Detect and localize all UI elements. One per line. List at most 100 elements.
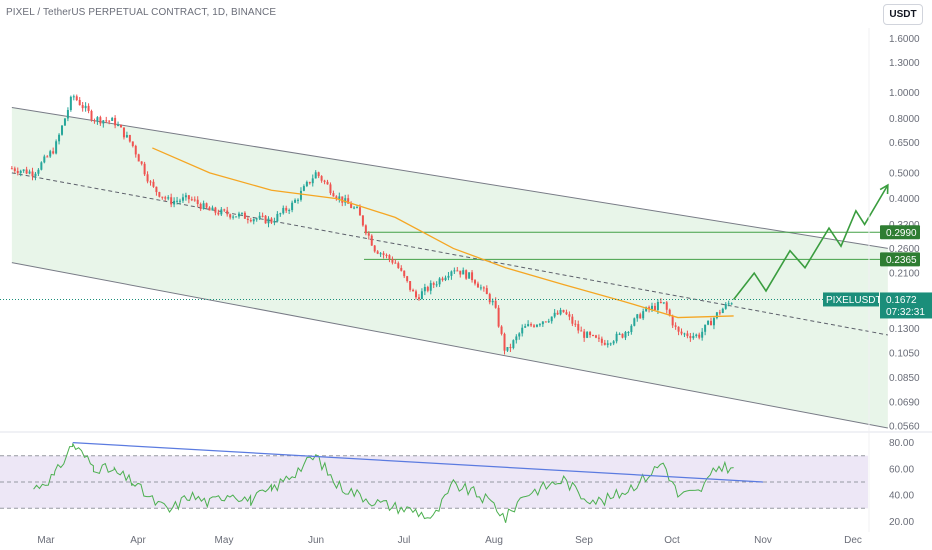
candle: [288, 208, 291, 215]
candle-body: [462, 270, 465, 275]
price-tick-label: 1.6000: [889, 34, 920, 45]
candle-body: [149, 181, 152, 183]
candle-body: [456, 270, 459, 272]
candle-body: [34, 173, 37, 177]
candle-body: [441, 278, 444, 281]
candle: [111, 116, 114, 122]
candle: [211, 205, 214, 211]
level-badge-label: 0.2990: [886, 228, 917, 239]
candle: [128, 134, 131, 143]
title-comma-1: ,: [206, 7, 213, 18]
candle: [562, 309, 565, 313]
price-tick-label: 1.3000: [889, 58, 920, 69]
candle-body: [361, 215, 364, 226]
candle-body: [665, 302, 668, 310]
candle: [544, 321, 547, 323]
candle-body: [704, 324, 707, 332]
candle: [441, 276, 444, 282]
candle: [308, 181, 311, 185]
candle-body: [176, 200, 179, 202]
candle: [586, 331, 589, 339]
candle-body: [606, 343, 609, 345]
candle-body: [509, 347, 512, 349]
candle: [155, 186, 158, 196]
candle: [674, 322, 677, 330]
candle-body: [69, 96, 72, 111]
time-tick-label: Apr: [130, 535, 146, 546]
candle-body: [500, 326, 503, 334]
candle-body: [710, 320, 713, 326]
candle: [99, 115, 102, 126]
candle-body: [636, 314, 639, 319]
candle-body: [87, 105, 90, 111]
candle: [193, 196, 196, 202]
candle: [521, 324, 524, 337]
candle-body: [403, 270, 406, 277]
candle: [223, 208, 226, 212]
candle: [187, 194, 190, 204]
candle: [137, 153, 140, 162]
candle: [642, 308, 645, 321]
candle-body: [524, 326, 527, 328]
candles: [10, 94, 733, 355]
candle-body: [320, 176, 323, 181]
candle: [361, 215, 364, 227]
candle: [49, 149, 52, 158]
candle-body: [137, 154, 140, 162]
candle: [423, 283, 426, 296]
candle-body: [78, 100, 81, 106]
candle-body: [90, 110, 93, 121]
candle-body: [376, 251, 379, 254]
candle: [530, 322, 533, 327]
candle: [615, 331, 618, 344]
candle: [22, 169, 25, 173]
candle: [202, 200, 205, 210]
time-tick-label: Oct: [664, 535, 680, 546]
candle: [267, 216, 270, 228]
candle: [311, 174, 314, 187]
candle-body: [40, 162, 43, 170]
candle-body: [46, 156, 49, 158]
candle-body: [63, 118, 66, 126]
candle-body: [488, 294, 491, 303]
candle-body: [81, 105, 84, 109]
candle-body: [727, 303, 730, 305]
candle-body: [686, 333, 689, 337]
candle-body: [633, 318, 636, 326]
candle: [580, 326, 583, 332]
candle-body: [400, 267, 403, 271]
candle-body: [199, 204, 202, 210]
rsi-tick-label: 60.00: [889, 464, 914, 475]
price-tick-label: 0.0690: [889, 397, 920, 408]
candle: [577, 320, 580, 334]
symbol-badge-label: PIXELUSDT.P: [826, 295, 890, 306]
candle-body: [184, 195, 187, 198]
candle-body: [701, 331, 704, 338]
candle: [527, 320, 530, 327]
candle: [143, 161, 146, 177]
candle: [297, 198, 300, 204]
symbol-separator: /: [34, 7, 43, 18]
candle-body: [341, 196, 344, 203]
candle-body: [16, 170, 19, 173]
candle: [653, 302, 656, 312]
candle: [482, 286, 485, 292]
candle: [524, 323, 527, 328]
candle-body: [624, 332, 627, 338]
candle: [382, 251, 385, 259]
currency-button[interactable]: USDT: [883, 4, 923, 25]
candle: [37, 168, 40, 176]
candle: [226, 206, 229, 217]
candle: [701, 328, 704, 341]
price-tick-label: 0.6500: [889, 138, 920, 149]
candle: [43, 154, 46, 164]
candle: [25, 166, 28, 175]
candle-body: [297, 199, 300, 201]
rsi-line: [33, 443, 734, 523]
candle-body: [379, 253, 382, 255]
candle-body: [412, 289, 415, 292]
candle-body: [179, 200, 182, 202]
candle-body: [294, 199, 297, 203]
price-tick-label: 0.4000: [889, 194, 920, 205]
